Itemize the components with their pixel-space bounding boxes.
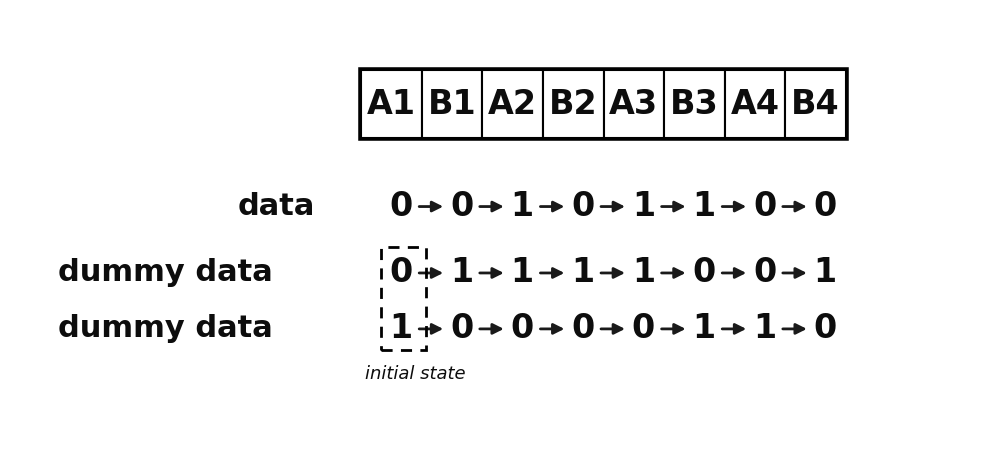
Bar bbox=[785, 70, 846, 138]
Bar bbox=[381, 247, 426, 350]
Text: 0: 0 bbox=[510, 312, 534, 345]
Text: 0: 0 bbox=[450, 312, 473, 345]
Text: A3: A3 bbox=[609, 88, 658, 121]
Text: 1: 1 bbox=[692, 190, 715, 223]
Bar bbox=[361, 70, 846, 138]
Text: 0: 0 bbox=[571, 312, 594, 345]
Text: 0: 0 bbox=[753, 190, 776, 223]
Text: 0: 0 bbox=[632, 312, 655, 345]
Text: 0: 0 bbox=[389, 190, 413, 223]
Text: 1: 1 bbox=[692, 312, 715, 345]
Text: 1: 1 bbox=[814, 257, 837, 290]
Bar bbox=[422, 70, 482, 138]
Text: 1: 1 bbox=[632, 257, 655, 290]
Text: 1: 1 bbox=[450, 257, 473, 290]
Text: dummy data: dummy data bbox=[58, 258, 272, 287]
Text: 0: 0 bbox=[692, 257, 716, 290]
Text: 1: 1 bbox=[632, 190, 655, 223]
Bar bbox=[482, 70, 543, 138]
Text: 0: 0 bbox=[753, 257, 776, 290]
Text: A4: A4 bbox=[730, 88, 779, 121]
Text: 0: 0 bbox=[571, 190, 594, 223]
Bar bbox=[543, 70, 604, 138]
Text: B4: B4 bbox=[791, 88, 840, 121]
Text: 1: 1 bbox=[511, 190, 534, 223]
Text: 1: 1 bbox=[389, 312, 412, 345]
Text: 0: 0 bbox=[814, 312, 837, 345]
Text: dummy data: dummy data bbox=[58, 315, 272, 343]
Text: A2: A2 bbox=[488, 88, 537, 121]
Text: B1: B1 bbox=[428, 88, 477, 121]
Text: A1: A1 bbox=[367, 88, 416, 121]
Bar bbox=[664, 70, 725, 138]
Text: 0: 0 bbox=[389, 257, 413, 290]
Text: data: data bbox=[238, 192, 315, 221]
Text: B2: B2 bbox=[549, 88, 598, 121]
Text: 1: 1 bbox=[571, 257, 594, 290]
Bar bbox=[361, 70, 422, 138]
Text: 1: 1 bbox=[511, 257, 534, 290]
Bar bbox=[725, 70, 785, 138]
Text: 0: 0 bbox=[814, 190, 837, 223]
Text: initial state: initial state bbox=[365, 365, 466, 383]
Text: 1: 1 bbox=[753, 312, 776, 345]
Text: 0: 0 bbox=[450, 190, 473, 223]
Text: B3: B3 bbox=[670, 88, 719, 121]
Bar bbox=[604, 70, 664, 138]
